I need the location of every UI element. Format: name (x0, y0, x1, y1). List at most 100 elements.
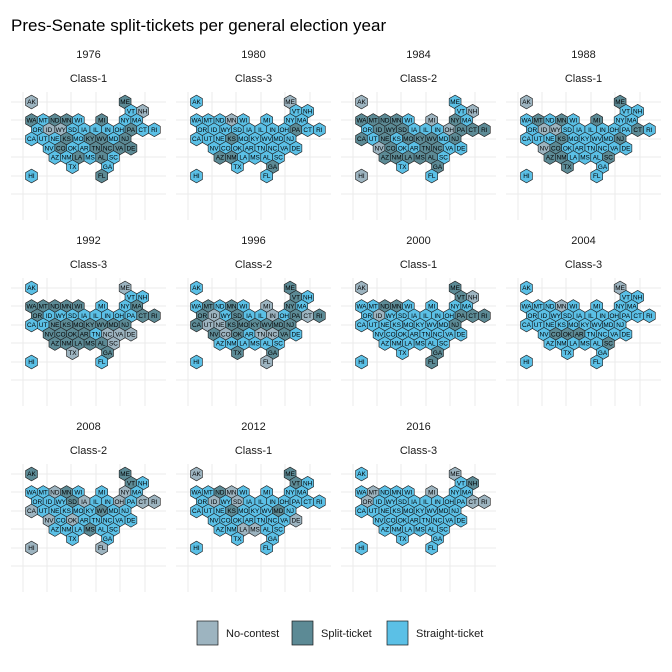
state-label: MS (85, 155, 95, 162)
state-label: SC (109, 341, 118, 348)
state-label: WY (56, 313, 67, 320)
state-label: MS (415, 155, 425, 162)
state-label: MD (273, 508, 283, 515)
state-label: MO (73, 322, 83, 329)
state-label: MN (62, 304, 72, 311)
state-label: ME (285, 99, 295, 106)
state-label: VT (457, 108, 465, 115)
state-label: WI (569, 118, 577, 125)
hex-de (454, 513, 468, 528)
hex-tx (396, 531, 409, 546)
state-label: ME (285, 285, 295, 292)
state-label: SC (604, 341, 613, 348)
state-label: AZ (216, 155, 224, 162)
state-label: RI (481, 127, 488, 134)
state-label: FL (98, 359, 106, 366)
state-label: CT (138, 499, 147, 506)
state-label: FL (428, 545, 436, 552)
state-label: MT (369, 490, 378, 497)
state-label: IN (434, 313, 441, 320)
state-label: NJ (616, 322, 624, 329)
state-label: IA (246, 127, 253, 134)
state-label: NM (227, 155, 237, 162)
state-label: MS (250, 527, 260, 534)
state-label: AZ (216, 527, 224, 534)
state-label: ME (285, 471, 295, 478)
panel-class-label: Class-1 (565, 73, 602, 85)
state-label: AR (575, 331, 584, 338)
legend-swatch (386, 620, 409, 646)
state-label: HI (193, 359, 200, 366)
state-label: TN (92, 517, 101, 524)
state-label: CT (468, 499, 477, 506)
state-label: NH (303, 108, 313, 115)
state-label: ME (450, 471, 460, 478)
state-label: AR (575, 145, 584, 152)
state-label: NV (210, 517, 220, 524)
state-label: AK (192, 471, 201, 478)
state-label: AK (27, 99, 36, 106)
state-label: CA (357, 322, 367, 329)
state-label: HI (193, 545, 200, 552)
state-label: LA (404, 527, 413, 534)
hex-fl (590, 168, 603, 184)
panel-class-label: Class-1 (400, 259, 437, 271)
state-label: KS (62, 508, 71, 515)
hex-hi (25, 354, 38, 370)
hex-tx (66, 345, 79, 360)
panel-class-label: Class-3 (70, 259, 107, 271)
panel-class-label: Class-2 (235, 259, 272, 271)
state-label: SC (439, 341, 448, 348)
hex-ri (643, 122, 656, 137)
state-label: RI (646, 127, 653, 134)
hex-ak (520, 280, 533, 296)
state-label: NM (227, 341, 237, 348)
state-label: TN (587, 331, 596, 338)
state-label: AL (98, 155, 106, 162)
state-label: MS (85, 341, 95, 348)
state-label: WY (551, 313, 562, 320)
state-label: NH (633, 108, 643, 115)
state-label: AZ (381, 155, 389, 162)
state-label: AL (428, 341, 436, 348)
state-label: CT (468, 127, 477, 134)
state-label: WY (551, 127, 562, 134)
state-label: NH (468, 480, 478, 487)
state-label: LA (239, 155, 248, 162)
state-label: RI (151, 127, 158, 134)
state-label: PA (127, 313, 136, 320)
state-label: CA (192, 136, 202, 143)
state-label: SC (109, 155, 118, 162)
state-label: PA (457, 313, 466, 320)
state-label: UT (39, 322, 48, 329)
hex-fl (260, 168, 273, 184)
state-label: KY (251, 136, 260, 143)
state-label: TX (233, 536, 242, 543)
state-label: DE (457, 517, 466, 524)
state-label: NJ (286, 322, 294, 329)
state-label: NE (50, 508, 59, 515)
state-label: VA (115, 145, 124, 152)
state-label: VA (115, 517, 124, 524)
state-label: WY (386, 313, 397, 320)
state-label: MN (557, 304, 567, 311)
state-label: MN (392, 304, 402, 311)
state-label: GA (103, 536, 113, 543)
state-label: OR (363, 313, 373, 320)
state-label: ND (380, 490, 390, 497)
state-label: KS (227, 322, 236, 329)
state-label: HI (193, 173, 200, 180)
state-label: KY (251, 508, 260, 515)
state-label: DE (127, 145, 136, 152)
state-label: NY (286, 118, 296, 125)
state-label: FL (263, 545, 271, 552)
state-label: GA (103, 164, 113, 171)
state-label: CT (468, 313, 477, 320)
hex-ri (148, 308, 161, 323)
state-label: WY (56, 127, 67, 134)
state-label: OR (198, 499, 208, 506)
state-label: NE (545, 136, 554, 143)
